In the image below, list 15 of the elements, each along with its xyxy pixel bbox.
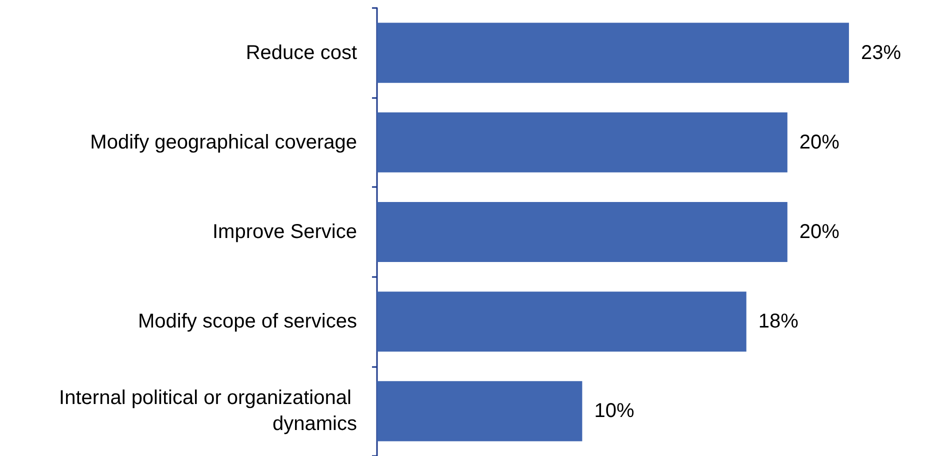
data-label: 20% — [799, 131, 840, 154]
bar — [377, 381, 582, 442]
bar — [377, 22, 849, 83]
bar — [377, 112, 788, 172]
y-tick-label: Internal political or organizational dynamics — [59, 387, 357, 436]
y-tick-label: Improve Service — [212, 221, 357, 243]
y-tick-label: Modify geographical coverage — [90, 131, 357, 154]
bar — [377, 202, 788, 262]
data-label: 18% — [758, 310, 799, 333]
bar — [377, 292, 746, 352]
y-tick-label: Reduce cost — [246, 42, 358, 64]
y-tick-label: Modify scope of services — [138, 310, 357, 333]
data-label: 10% — [594, 400, 634, 422]
data-label: 23% — [860, 42, 902, 64]
data-label: 20% — [799, 221, 840, 243]
